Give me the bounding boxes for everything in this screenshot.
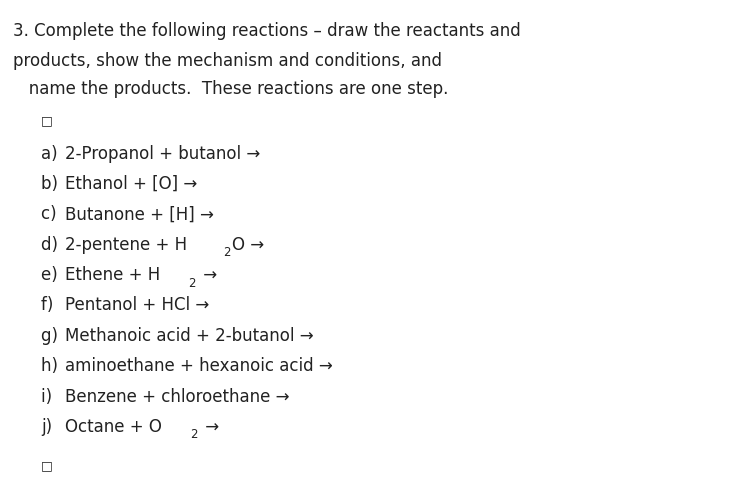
Text: a): a) — [41, 145, 63, 162]
Text: Pentanol + HCl →: Pentanol + HCl → — [65, 296, 209, 314]
Text: i): i) — [41, 388, 58, 405]
Text: 2-Propanol + butanol →: 2-Propanol + butanol → — [65, 145, 260, 162]
Text: g): g) — [41, 327, 64, 345]
Text: d): d) — [41, 236, 64, 254]
Text: aminoethane + hexanoic acid →: aminoethane + hexanoic acid → — [65, 357, 333, 375]
Text: 2: 2 — [188, 277, 196, 290]
Text: □: □ — [41, 459, 53, 472]
Text: f): f) — [41, 296, 58, 314]
Text: Benzene + chloroethane →: Benzene + chloroethane → — [65, 388, 290, 405]
Text: Methanoic acid + 2-butanol →: Methanoic acid + 2-butanol → — [65, 327, 314, 345]
Text: b): b) — [41, 175, 64, 193]
Text: →: → — [200, 418, 219, 436]
Text: Ethene + H: Ethene + H — [65, 266, 160, 284]
Text: j): j) — [41, 418, 58, 436]
Text: 2: 2 — [223, 246, 230, 259]
Text: h): h) — [41, 357, 64, 375]
Text: e): e) — [41, 266, 63, 284]
Text: c): c) — [41, 205, 62, 223]
Text: 2: 2 — [190, 428, 198, 442]
Text: O →: O → — [232, 236, 265, 254]
Text: Ethanol + [O] →: Ethanol + [O] → — [65, 175, 197, 193]
Text: Butanone + [H] →: Butanone + [H] → — [65, 205, 214, 223]
Text: →: → — [198, 266, 217, 284]
Text: 2-pentene + H: 2-pentene + H — [65, 236, 188, 254]
Text: Octane + O: Octane + O — [65, 418, 162, 436]
Text: products, show the mechanism and conditions, and: products, show the mechanism and conditi… — [13, 52, 442, 69]
Text: □: □ — [41, 114, 53, 127]
Text: name the products.  These reactions are one step.: name the products. These reactions are o… — [13, 80, 448, 98]
Text: 3. Complete the following reactions – draw the reactants and: 3. Complete the following reactions – dr… — [13, 22, 521, 40]
